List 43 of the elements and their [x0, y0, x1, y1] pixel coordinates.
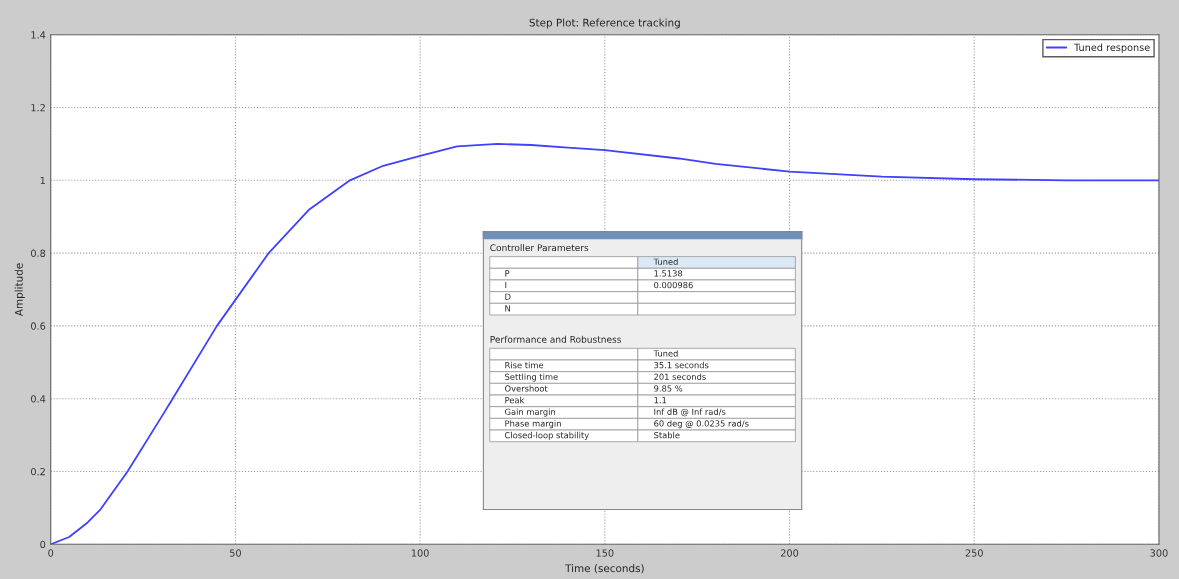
y-tick-label: 1.4 [31, 31, 46, 39]
x-tick-label: 100 [411, 549, 429, 557]
x-tick-label: 300 [1150, 549, 1168, 557]
y-tick-label: 1 [40, 176, 45, 185]
x-tick-label: 0 [48, 549, 54, 557]
chart-title: Step Plot: Reference tracking [529, 18, 680, 29]
x-tick-label: 150 [596, 549, 614, 557]
annotation: Stable [654, 431, 680, 439]
annotation: Tuned [653, 350, 678, 357]
legend-label: Tuned response [1073, 43, 1150, 53]
annotation: Gain margin [505, 408, 556, 417]
annotation: N [505, 305, 510, 312]
x-tick-label: 50 [229, 549, 241, 557]
annotation: I [505, 282, 507, 289]
annotation: Performance and Robustness [490, 335, 622, 343]
y-tick-label: 0 [40, 540, 46, 549]
annotation: 9.85 % [654, 385, 683, 392]
x-tick-label: 200 [780, 549, 799, 557]
annotation: Closed-loop stability [505, 431, 589, 440]
annotation: Settling time [505, 373, 558, 382]
annotation: 201 seconds [654, 373, 706, 380]
annotation: Controller Parameters [490, 244, 589, 252]
annotation: Tuned [653, 258, 678, 265]
x-axis-title: Time (seconds) [565, 564, 644, 574]
annotation: D [505, 293, 511, 300]
y-tick-label: 0.6 [31, 322, 46, 330]
y-axis-title: Amplitude [14, 263, 25, 317]
annotation: 0.000986 [654, 281, 693, 289]
y-tick-label: 1.2 [31, 104, 45, 112]
y-tick-label: 0.2 [31, 467, 45, 476]
y-tick-label: 0.8 [31, 249, 46, 257]
annotation: 1.1 [654, 397, 667, 404]
annotation: Rise time [505, 361, 544, 369]
x-tick-label: 250 [965, 549, 983, 557]
annotation: Inf dB @ Inf rad/s [654, 408, 726, 417]
annotation: P [505, 270, 510, 277]
annotation: Overshoot [505, 385, 548, 392]
annotation: 1.5138 [654, 270, 683, 277]
annotation: 35.1 seconds [654, 361, 709, 369]
y-tick-label: 0.4 [31, 395, 46, 403]
annotation: Phase margin [505, 420, 561, 429]
annotation: Peak [505, 396, 525, 404]
annotation: 60 deg @ 0.0235 rad/s [654, 420, 749, 429]
